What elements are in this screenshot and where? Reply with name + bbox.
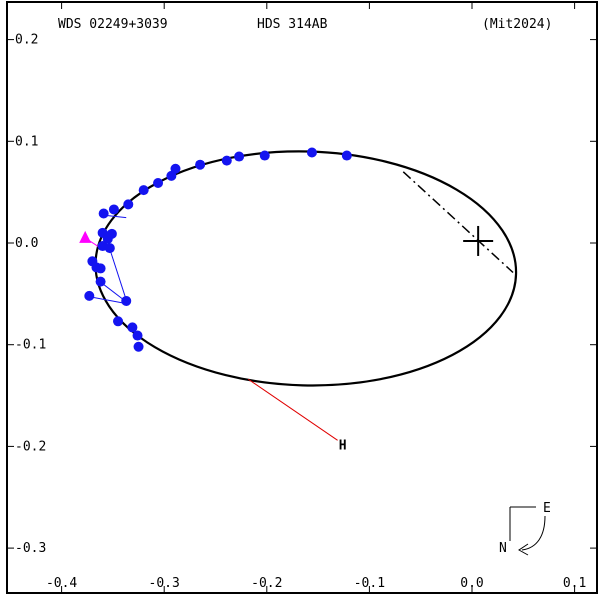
observation-point	[121, 295, 132, 306]
compass-rotation-arc	[521, 515, 546, 551]
observation-point	[166, 170, 177, 181]
y-axis-tick-label: -0.1	[15, 338, 46, 353]
x-axis-tick-label: -0.2	[251, 576, 282, 591]
line-of-nodes	[402, 171, 514, 274]
y-axis-tick-label: 0.0	[15, 236, 38, 251]
observation-point	[113, 316, 124, 327]
observation-point	[153, 177, 164, 188]
hipparcos-residual-line	[248, 378, 338, 441]
observation-point	[306, 147, 317, 158]
observation-point	[221, 155, 232, 166]
orbit-reference: (Mit2024)	[482, 17, 553, 32]
observation-point	[104, 243, 115, 254]
observation-point	[123, 199, 134, 210]
x-axis-tick-label: 0.0	[460, 576, 483, 591]
y-axis-tick-label: 0.1	[15, 134, 38, 149]
observation-point	[259, 150, 270, 161]
observation-point	[234, 151, 245, 162]
x-axis-tick-label: -0.3	[149, 576, 180, 591]
residual-line	[106, 215, 127, 219]
wds-designation: WDS 02249+3039	[58, 17, 168, 32]
first-observation-triangle	[79, 230, 92, 243]
residual-line	[109, 248, 127, 301]
observation-point	[95, 276, 106, 287]
observation-point	[133, 341, 144, 352]
observation-point	[127, 322, 138, 333]
observation-point	[195, 159, 206, 170]
hipparcos-marker: H	[339, 438, 347, 453]
observation-point	[98, 208, 109, 219]
system-name: HDS 314AB	[257, 17, 328, 32]
x-axis-tick-label: 0.1	[563, 576, 586, 591]
compass-east-label: E	[543, 501, 551, 516]
y-axis-tick-label: -0.3	[15, 541, 46, 556]
residual-line	[90, 296, 124, 304]
observation-point	[84, 290, 95, 301]
observation-point	[341, 150, 352, 161]
compass-north-label: N	[499, 541, 507, 556]
residual-line	[102, 283, 126, 302]
observation-point	[132, 330, 143, 341]
x-axis-tick-label: -0.1	[354, 576, 385, 591]
compass-arrowhead-icon	[518, 543, 529, 556]
plot-frame	[6, 1, 598, 594]
observation-point	[108, 204, 119, 215]
observation-point	[102, 233, 113, 244]
x-axis-tick-label: -0.4	[46, 576, 77, 591]
y-axis-tick-label: 0.2	[15, 33, 38, 48]
observation-point	[95, 263, 106, 274]
observation-point	[138, 185, 149, 196]
y-axis-tick-label: -0.2	[15, 439, 46, 454]
